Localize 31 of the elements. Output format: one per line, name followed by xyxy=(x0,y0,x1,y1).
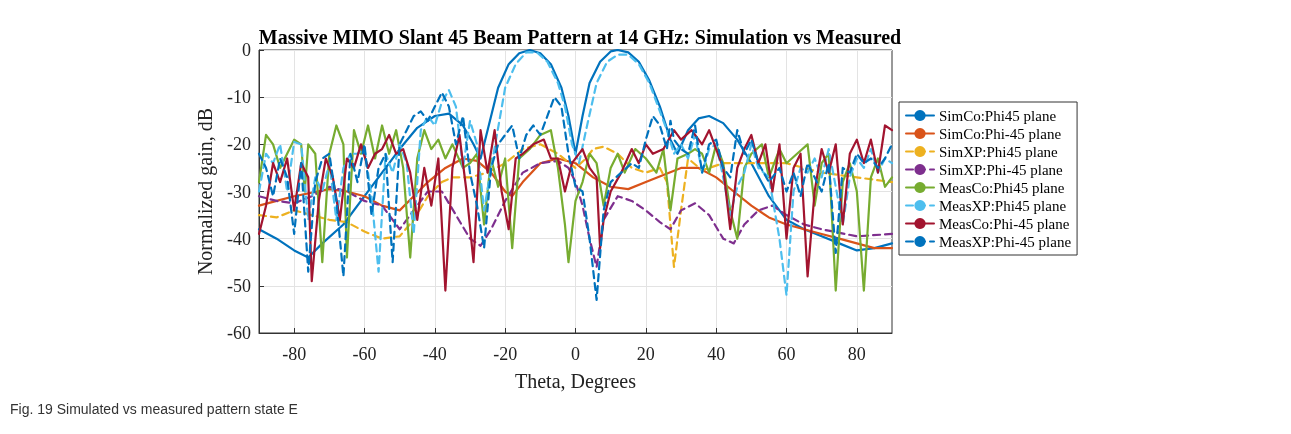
y-tick-label: -20 xyxy=(227,134,251,155)
line-series xyxy=(257,51,894,297)
legend-label: SimXP:Phi-45 plane xyxy=(939,161,1064,178)
caption: Fig. 19 Simulated vs measured pattern state E xyxy=(10,401,298,417)
y-tick-label: 0 xyxy=(242,40,251,60)
x-tick-label: 60 xyxy=(777,344,796,364)
x-tick-label: -20 xyxy=(493,344,518,364)
legend-label: MeasXP:Phi-45 plane xyxy=(939,233,1072,250)
legend-label: MeasCo:Phi-45 plane xyxy=(939,215,1070,232)
line-series xyxy=(257,157,894,250)
legend-label: SimCo:Phi45 plane xyxy=(939,107,1057,124)
y-tick-label: -30 xyxy=(227,181,251,202)
x-tick-label: -80 xyxy=(282,344,307,364)
y-tick-label: -40 xyxy=(227,228,251,249)
legend-label: MeasCo:Phi45 plane xyxy=(939,179,1065,196)
y-tick-label: -50 xyxy=(227,275,251,296)
x-tick-label: -40 xyxy=(422,344,447,364)
x-axis-title: Theta, Degrees xyxy=(514,370,637,393)
x-tick-label: 80 xyxy=(847,344,866,364)
chart-title: Massive MIMO Slant 45 Beam Pattern at 14 GHz: Simulation vs Measured xyxy=(258,26,902,48)
y-axis-title: Normalized gain, dB xyxy=(194,107,217,276)
legend-label: SimCo:Phi-45 plane xyxy=(939,125,1062,142)
x-tick-label: 0 xyxy=(571,344,580,364)
y-tick-label: -10 xyxy=(227,87,251,108)
y-tick-label: -60 xyxy=(227,323,251,343)
legend-label: SimXP:Phi45 plane xyxy=(939,143,1059,160)
legend-label: MeasXP:Phi45 plane xyxy=(939,197,1067,214)
line-series xyxy=(257,124,894,292)
x-tick-label: 40 xyxy=(707,344,726,364)
x-tick-label: -60 xyxy=(352,344,377,364)
x-tick-label: 20 xyxy=(636,344,655,364)
